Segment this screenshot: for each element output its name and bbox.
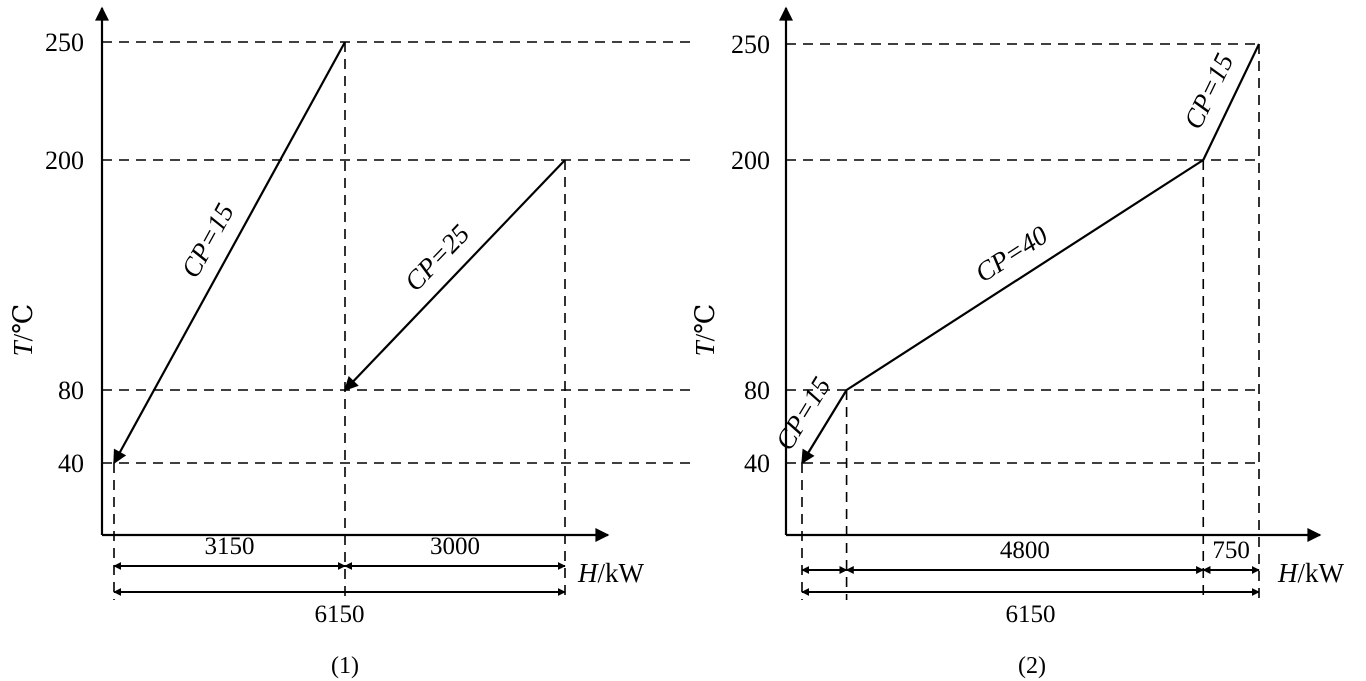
dimension-label: 6150 <box>315 601 365 628</box>
chart-caption: (2) <box>1018 653 1046 679</box>
y-axis-label: T/℃ <box>8 304 38 357</box>
x-axis-label-symbol: H <box>577 558 599 588</box>
curve-segment <box>801 389 848 465</box>
y-axis-label-unit: /℃ <box>690 304 720 342</box>
chart-panel-2: 40 80 200 250 T/℃ H/kW CP=15 CP=40 CP=15 4800 750 6… <box>690 6 1345 679</box>
dimension-label: 750 <box>1212 537 1250 564</box>
x-axis-label-symbol: H <box>1277 558 1299 588</box>
cp-label: CP=15 <box>769 372 836 456</box>
curve-segment <box>113 41 346 465</box>
y-tick-label: 250 <box>731 30 770 59</box>
x-axis-label-unit: /kW <box>598 558 645 588</box>
dimension-label: 4800 <box>1000 537 1050 564</box>
x-axis-label: H/kW <box>577 558 645 588</box>
dimension-label: 3000 <box>430 533 480 560</box>
y-axis-label-unit: /℃ <box>8 304 38 342</box>
curve-segment <box>344 159 566 392</box>
chart-caption: (1) <box>331 653 359 679</box>
y-axis-label-symbol: T <box>690 339 720 356</box>
y-tick-label: 250 <box>45 28 84 57</box>
y-tick-label: 40 <box>58 449 84 478</box>
y-axis-label: T/℃ <box>690 304 720 357</box>
y-tick-label: 200 <box>731 146 770 175</box>
cp-label: CP=40 <box>970 220 1054 289</box>
curve-segment <box>845 159 1204 391</box>
dimension-label: 6150 <box>1006 601 1056 628</box>
y-axis-label-symbol: T <box>8 339 38 356</box>
x-axis-label: H/kW <box>1277 558 1345 588</box>
cp-label: CP=15 <box>175 198 240 282</box>
y-tick-label: 40 <box>744 449 770 478</box>
y-tick-label: 200 <box>45 146 84 175</box>
x-axis-label-unit: /kW <box>1298 558 1345 588</box>
cp-label: CP=15 <box>1178 49 1240 134</box>
dimension-label: 3150 <box>205 533 255 560</box>
chart-panel-1: 40 80 200 250 T/℃ H/kW CP=15 CP=25 3150 3000 6150 (… <box>8 6 690 679</box>
curve-segment <box>1202 43 1260 161</box>
cp-label: CP=25 <box>399 219 476 297</box>
y-tick-label: 80 <box>58 376 84 405</box>
y-tick-label: 80 <box>744 376 770 405</box>
